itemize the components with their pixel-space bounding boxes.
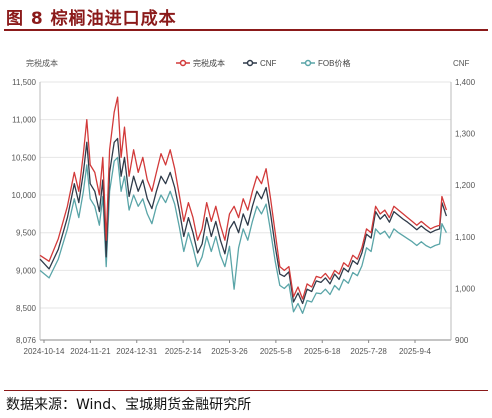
y-left-unit: 完税成本	[26, 58, 58, 68]
series-line	[39, 156, 447, 314]
y-left-tick-label: 10,000	[12, 191, 37, 200]
series-line	[39, 96, 448, 300]
series-line	[39, 137, 448, 305]
header-rule	[4, 29, 488, 31]
legend-marker	[246, 59, 254, 67]
chart-area: 11,500 11,000 10,500 10,000 9,500 9,000 8,500 8…	[0, 40, 492, 370]
y-right-tick-label: 1,100	[455, 233, 476, 242]
x-tick-label: 2025-5-8	[260, 347, 293, 356]
y-left-tick-label: 11,000	[12, 116, 36, 125]
x-tick-label: 2025-2-14	[165, 347, 202, 356]
figure-header: 图 8 棕榈油进口成本	[0, 0, 492, 31]
legend-marker	[304, 59, 312, 67]
y-left-tick-label: 9,000	[16, 266, 37, 275]
footer-rule	[4, 390, 488, 391]
y-right-tick-label: 1,400	[455, 78, 476, 87]
x-tick-label: 2024-12-31	[116, 347, 157, 356]
y-right-tick-label: 1,300	[455, 130, 476, 139]
x-tick-label: 2025-9-4	[399, 347, 432, 356]
x-tick-label: 2024-11-21	[70, 347, 111, 356]
y-left-tick-label: 8,076	[16, 336, 37, 345]
y-left-tick-label: 9,500	[16, 229, 37, 238]
y-right-unit: CNF	[453, 59, 470, 68]
legend-marker	[179, 59, 187, 67]
figure-title: 图 8 棕榈油进口成本	[6, 9, 177, 29]
y-left-tick-label: 8,500	[16, 304, 37, 313]
legend-label: CNF	[260, 59, 277, 68]
y-left-tick-label: 10,500	[12, 153, 37, 162]
x-tick-label: 2025-3-26	[211, 347, 248, 356]
legend-label: 完税成本	[193, 58, 225, 68]
x-tick-label: 2025-6-18	[304, 347, 341, 356]
y-right-tick-label: 1,000	[455, 284, 476, 293]
chart-svg: 11,500 11,000 10,500 10,000 9,500 9,000 8,500 8…	[12, 58, 476, 356]
legend-label: FOB价格	[318, 58, 350, 68]
y-right-tick-label: 1,200	[455, 181, 476, 190]
y-right-tick-label: 900	[455, 336, 469, 345]
figure-source: 数据来源：Wind、宝城期货金融研究所	[6, 397, 252, 413]
x-tick-label: 2024-10-14	[24, 347, 65, 356]
y-left-tick-label: 11,500	[12, 78, 36, 87]
x-tick-label: 2025-7-28	[350, 347, 387, 356]
